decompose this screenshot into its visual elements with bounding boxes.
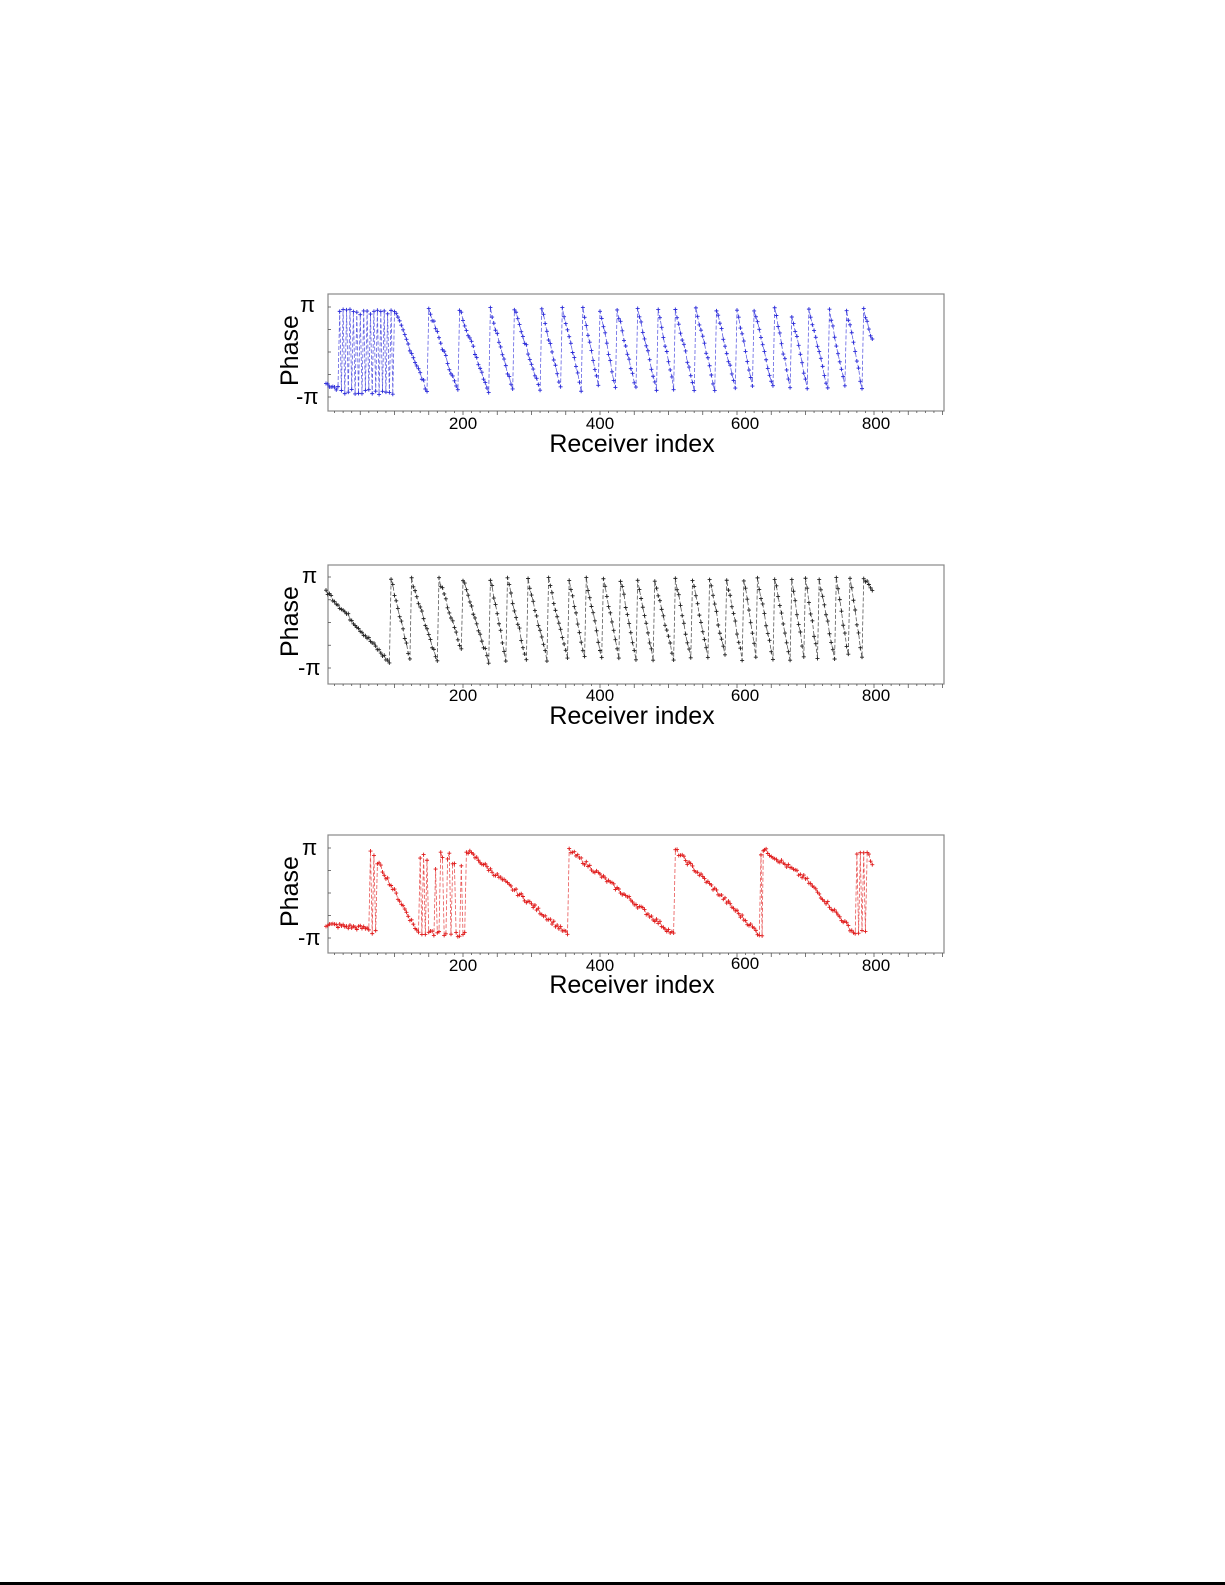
y-tick-pi: π [302, 835, 318, 860]
chart-panel-blue: Phase π -π 200 400 600 800 Receiver inde… [0, 280, 1225, 480]
x-tick-200: 200 [448, 956, 478, 975]
x-tick-800: 800 [861, 686, 891, 705]
y-tick-pi: π [300, 292, 316, 317]
x-tick-400: 400 [585, 686, 615, 705]
x-tick-200: 200 [448, 414, 478, 433]
x-axis-label: Receiver index [549, 430, 715, 458]
x-tick-600: 600 [730, 686, 760, 705]
page-bottom-rule [0, 1582, 1225, 1585]
x-axis-label: Receiver index [549, 971, 715, 999]
x-tick-200: 200 [448, 686, 478, 705]
y-tick-minus-pi: -π [298, 655, 321, 680]
x-tick-400: 400 [585, 414, 615, 433]
chart-panel-red: Phase π -π 200 400 600 800 Receiver inde… [0, 821, 1225, 1021]
x-tick-600: 600 [730, 414, 760, 433]
x-axis-label: Receiver index [549, 702, 715, 730]
x-tick-800: 800 [861, 414, 891, 433]
y-tick-minus-pi: -π [296, 384, 319, 409]
plot-area [324, 564, 945, 688]
chart-panel-black: Phase π -π 200 400 600 800 Receiver inde… [0, 551, 1225, 751]
plot-area [324, 834, 945, 957]
y-tick-minus-pi: -π [298, 925, 321, 950]
plot-area [324, 293, 945, 415]
y-tick-pi: π [302, 563, 318, 588]
x-tick-800: 800 [861, 956, 891, 975]
x-tick-600: 600 [730, 954, 760, 973]
x-tick-400: 400 [585, 956, 615, 975]
